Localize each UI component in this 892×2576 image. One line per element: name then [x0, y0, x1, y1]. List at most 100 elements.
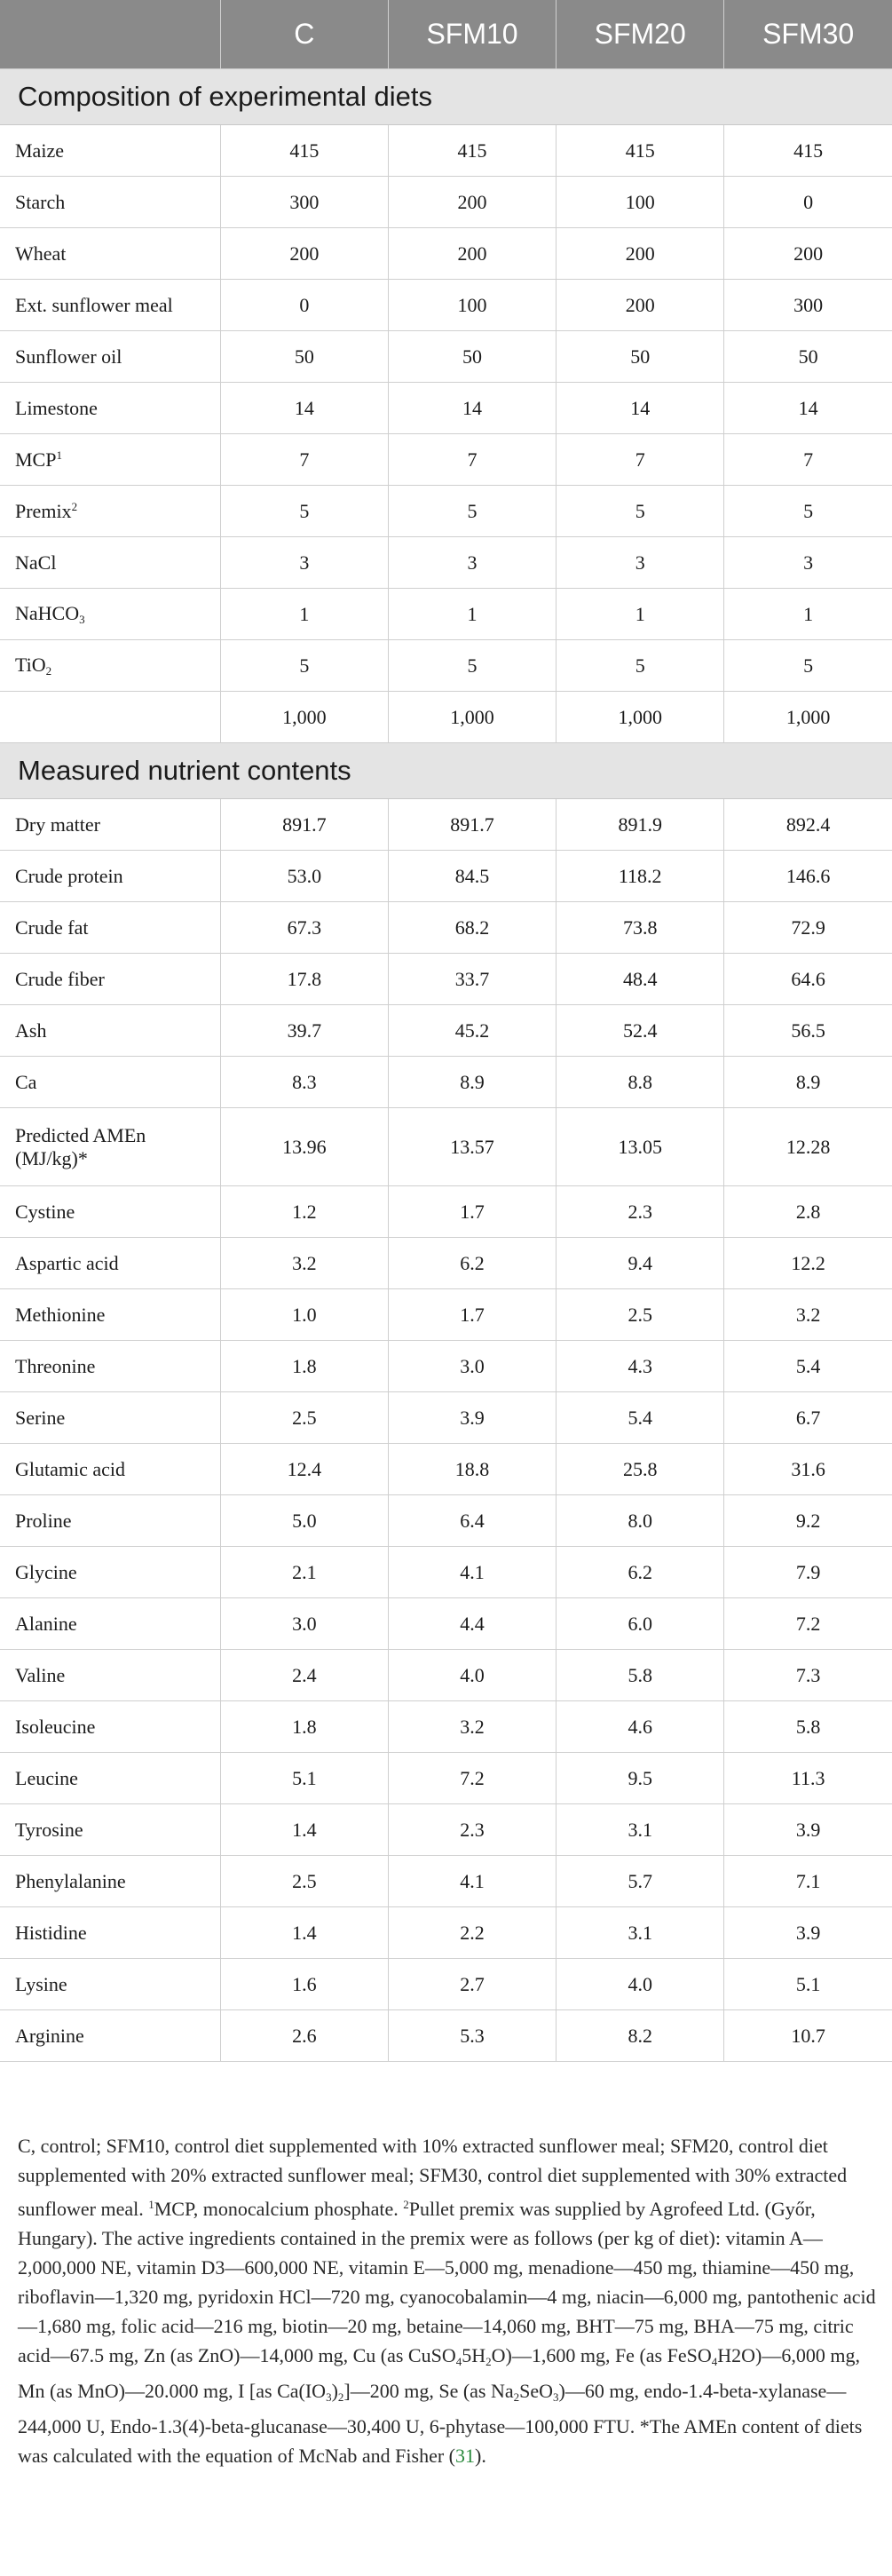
- value-cell: 18.8: [387, 1443, 557, 1495]
- value-cell: 2.5: [556, 1288, 725, 1341]
- value-cell: 14: [387, 382, 557, 434]
- row-label-text: Isoleucine: [15, 1715, 96, 1738]
- value-cell: 6.0: [556, 1597, 725, 1650]
- table-row: Limestone 14 14 14 14: [0, 382, 892, 434]
- value-cell: 892.4: [723, 798, 892, 851]
- value-cell: 13.96: [219, 1107, 389, 1186]
- row-label: Proline: [0, 1494, 221, 1547]
- table-header: C SFM10 SFM20 SFM30: [0, 0, 892, 69]
- value-cell: 9.5: [556, 1752, 725, 1804]
- row-label-text: Premix: [15, 499, 72, 522]
- value-cell: 1.4: [219, 1803, 389, 1856]
- row-label-text: Threonine: [15, 1354, 96, 1377]
- value-cell: 48.4: [556, 953, 725, 1005]
- value-cell: 3.9: [723, 1803, 892, 1856]
- section-title: Composition of experimental diets: [0, 68, 892, 125]
- header-cell-c: C: [220, 0, 389, 69]
- row-label: Glycine: [0, 1546, 221, 1598]
- value-cell: 73.8: [556, 901, 725, 954]
- row-label: MCP1: [0, 433, 221, 486]
- value-cell: 5: [556, 639, 725, 692]
- value-cell: 13.57: [387, 1107, 557, 1186]
- value-cell: 2.4: [219, 1649, 389, 1701]
- value-cell: 1: [387, 588, 557, 640]
- value-cell: 3.0: [387, 1340, 557, 1392]
- value-cell: 8.0: [556, 1494, 725, 1547]
- value-cell: 45.2: [387, 1004, 557, 1057]
- value-cell: 200: [556, 279, 725, 331]
- value-cell: 12.4: [219, 1443, 389, 1495]
- value-cell: 2.3: [387, 1803, 557, 1856]
- table-row: Glutamic acid 12.4 18.8 25.8 31.6: [0, 1443, 892, 1495]
- value-cell: 200: [387, 227, 557, 280]
- table-row: Cystine 1.2 1.7 2.3 2.8: [0, 1185, 892, 1238]
- value-cell: 39.7: [219, 1004, 389, 1057]
- value-cell: 1.8: [219, 1700, 389, 1753]
- value-cell: 12.2: [723, 1237, 892, 1289]
- footnote-text: ]—200 mg, Se (as Na: [343, 2380, 514, 2402]
- value-cell: 200: [219, 227, 389, 280]
- value-cell: 891.9: [556, 798, 725, 851]
- citation-link[interactable]: 31: [455, 2445, 476, 2467]
- row-label: Crude fat: [0, 901, 221, 954]
- value-cell: 2.8: [723, 1185, 892, 1238]
- row-label: Alanine: [0, 1597, 221, 1650]
- value-cell: 7.3: [723, 1649, 892, 1701]
- row-label: Serine: [0, 1391, 221, 1444]
- value-cell: 8.2: [556, 2009, 725, 2062]
- value-cell: 13.05: [556, 1107, 725, 1186]
- row-label-text: Lysine: [15, 1972, 67, 1995]
- value-cell: 1,000: [387, 691, 557, 743]
- value-cell: 1,000: [219, 691, 389, 743]
- table-row: Methionine 1.0 1.7 2.5 3.2: [0, 1288, 892, 1341]
- value-cell: 52.4: [556, 1004, 725, 1057]
- value-cell: 4.6: [556, 1700, 725, 1753]
- value-cell: 3.2: [219, 1237, 389, 1289]
- row-label-text: Serine: [15, 1406, 66, 1429]
- value-cell: 4.3: [556, 1340, 725, 1392]
- footnote-subscript: 2: [513, 2390, 520, 2404]
- value-cell: 5.8: [556, 1649, 725, 1701]
- row-label: Isoleucine: [0, 1700, 221, 1753]
- row-label-text: Crude fiber: [15, 967, 105, 990]
- table-row: Leucine 5.1 7.2 9.5 11.3: [0, 1752, 892, 1804]
- value-cell: 300: [219, 176, 389, 228]
- value-cell: 64.6: [723, 953, 892, 1005]
- footnote-subscript: 2: [485, 2355, 492, 2368]
- value-cell: 84.5: [387, 850, 557, 902]
- value-cell: 300: [723, 279, 892, 331]
- footnote-text: C, control; SFM10, control diet suppleme…: [18, 2135, 848, 2220]
- value-cell: 3.2: [723, 1288, 892, 1341]
- row-label-text: Glutamic acid: [15, 1457, 126, 1480]
- value-cell: 4.0: [387, 1649, 557, 1701]
- value-cell: 3.9: [387, 1391, 557, 1444]
- table-row: Serine 2.5 3.9 5.4 6.7: [0, 1391, 892, 1444]
- row-label: Phenylalanine: [0, 1855, 221, 1907]
- table-row: Lysine 1.6 2.7 4.0 5.1: [0, 1958, 892, 2010]
- value-cell: 8.3: [219, 1056, 389, 1108]
- value-cell: 4.4: [387, 1597, 557, 1650]
- table-row: Premix2 5 5 5 5: [0, 485, 892, 537]
- value-cell: 100: [387, 279, 557, 331]
- value-cell: 3.2: [387, 1700, 557, 1753]
- footnote-text: )—60 mg, endo-1.4-beta-xylanase—244,000 …: [18, 2380, 863, 2467]
- value-cell: 5.4: [556, 1391, 725, 1444]
- header-cell-sfm30: SFM30: [723, 0, 892, 69]
- footnote-marker: 2: [71, 499, 78, 513]
- value-cell: 1.7: [387, 1288, 557, 1341]
- row-label: Starch: [0, 176, 221, 228]
- value-cell: 25.8: [556, 1443, 725, 1495]
- row-label: Methionine: [0, 1288, 221, 1341]
- value-cell: 200: [556, 227, 725, 280]
- table-row: Ca 8.3 8.9 8.8 8.9: [0, 1056, 892, 1108]
- value-cell: 14: [556, 382, 725, 434]
- value-cell: 53.0: [219, 850, 389, 902]
- value-cell: 50: [556, 330, 725, 383]
- value-cell: 4.1: [387, 1855, 557, 1907]
- row-label-text: Valine: [15, 1663, 66, 1686]
- footnote-text: SeO: [519, 2380, 554, 2402]
- table-row: NaCl 3 3 3 3: [0, 536, 892, 589]
- value-cell: 7: [723, 433, 892, 486]
- row-label: Predicted AMEn (MJ/kg)*: [0, 1107, 221, 1186]
- header-cell-sfm10: SFM10: [388, 0, 557, 69]
